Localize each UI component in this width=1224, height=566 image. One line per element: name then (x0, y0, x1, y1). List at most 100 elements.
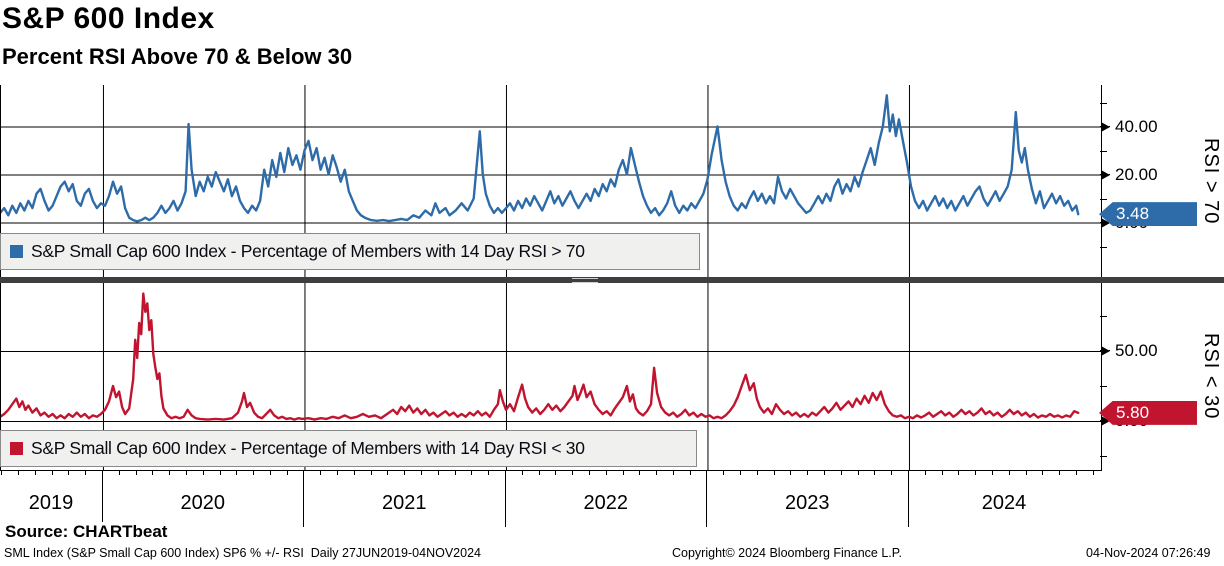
source-label: Source: CHARTbeat (5, 522, 174, 542)
year-label: 2023 (784, 492, 830, 514)
axis-title-rsi-below-30: RSI < 30 (1200, 333, 1222, 420)
y-axis-tick-arrow-icon (1100, 416, 1110, 426)
month-tick (790, 470, 792, 475)
month-tick (958, 470, 960, 475)
year-label: 2024 (981, 492, 1027, 514)
month-tick (18, 470, 19, 475)
month-tick (891, 470, 893, 475)
month-tick (51, 470, 53, 475)
month-tick (975, 470, 977, 475)
y-axis-tick-label: 40.00 (1115, 116, 1158, 136)
y-axis-tick-arrow-icon (1100, 121, 1110, 132)
y-axis-minor-tick (1100, 198, 1107, 200)
month-tick (706, 470, 708, 475)
month-tick (1025, 470, 1027, 475)
month-tick (404, 470, 406, 475)
month-tick (840, 470, 842, 475)
year-label: 2019 (28, 492, 74, 514)
month-tick (337, 470, 339, 475)
rsi-below-30-panel (1, 283, 1101, 470)
month-tick (85, 470, 87, 475)
year-divider (101, 470, 103, 527)
year-divider (504, 470, 506, 527)
y-axis-minor-tick (1100, 246, 1107, 248)
axis-title-rsi-above-70: RSI > 70 (1200, 137, 1222, 225)
month-tick (269, 470, 271, 475)
month-tick (169, 470, 171, 475)
month-tick (454, 470, 456, 475)
month-tick (219, 470, 221, 475)
month-tick (689, 470, 691, 475)
month-tick (740, 470, 742, 475)
y-axis-tick-arrow-icon (1100, 346, 1110, 357)
legend-label: S&P Small Cap 600 Index - Percentage of … (31, 241, 585, 261)
year-divider (303, 470, 305, 527)
month-tick (387, 470, 389, 475)
month-tick (924, 470, 926, 475)
month-tick (672, 470, 674, 475)
blue-series-swatch-icon (10, 245, 23, 258)
month-tick (773, 470, 775, 475)
year-label: 2021 (381, 492, 427, 514)
month-tick (353, 470, 355, 475)
month-tick (521, 470, 523, 475)
month-tick (370, 470, 372, 475)
y-axis-tick-label: 50.00 (1115, 341, 1158, 361)
month-tick (1042, 470, 1044, 475)
month-tick (656, 470, 658, 475)
plot-area (0, 85, 1102, 471)
y-axis-minor-tick (1100, 316, 1107, 318)
month-tick (253, 470, 255, 475)
footer-timestamp: 04-Nov-2024 07:26:49 (1086, 546, 1211, 560)
month-tick (622, 470, 624, 475)
month-tick (1008, 470, 1010, 475)
month-tick (1059, 470, 1061, 475)
month-tick (1, 470, 3, 475)
legend-label: S&P Small Cap 600 Index - Percentage of … (31, 438, 585, 458)
year-label: 2022 (583, 492, 628, 514)
month-tick (588, 470, 590, 475)
red-series-swatch-icon (10, 442, 23, 455)
month-tick (152, 470, 154, 475)
legend-rsi-below-30[interactable]: S&P Small Cap 600 Index - Percentage of … (0, 430, 697, 467)
year-divider (706, 470, 708, 527)
month-tick (1092, 470, 1094, 475)
month-tick (471, 470, 473, 475)
rsi-above-70-panel (1, 85, 1101, 277)
last-value-tag-red: 5.80 (1099, 400, 1197, 425)
month-tick (118, 470, 120, 475)
chart-subtitle: Percent RSI Above 70 & Below 30 (2, 44, 353, 69)
month-tick (723, 470, 725, 475)
month-tick (824, 470, 825, 475)
month-tick (202, 470, 204, 475)
month-tick (286, 470, 288, 475)
month-tick (101, 470, 103, 475)
month-tick (421, 470, 422, 475)
month-tick (1075, 470, 1077, 475)
footer-ticker-info: SML Index (S&P Small Cap 600 Index) SP6 … (4, 546, 481, 560)
panel-splitter[interactable] (0, 277, 1224, 283)
x-axis: 2019 2020 2021 2022 2023 2024 (0, 470, 1224, 528)
month-tick (639, 470, 641, 475)
month-tick (572, 470, 574, 475)
month-tick (874, 470, 876, 475)
last-value-tag-blue: 3.48 (1099, 202, 1197, 227)
month-tick (941, 470, 943, 475)
month-tick (555, 470, 557, 475)
month-tick (303, 470, 305, 475)
month-tick (907, 470, 909, 475)
month-tick (320, 470, 322, 475)
month-tick (538, 470, 540, 475)
month-tick (488, 470, 490, 475)
month-tick (756, 470, 758, 475)
splitter-grip-icon[interactable] (572, 278, 598, 283)
y-axis-tick-label: 20.00 (1115, 164, 1158, 184)
month-tick (34, 470, 36, 475)
legend-rsi-above-70[interactable]: S&P Small Cap 600 Index - Percentage of … (0, 233, 700, 270)
y-axis-tick-arrow-icon (1100, 217, 1110, 228)
month-tick (236, 470, 238, 475)
y-axis-tick-arrow-icon (1100, 169, 1110, 180)
y-axis-minor-tick (1100, 386, 1107, 388)
footer-copyright: Copyright© 2024 Bloomberg Finance L.P. (672, 546, 902, 560)
